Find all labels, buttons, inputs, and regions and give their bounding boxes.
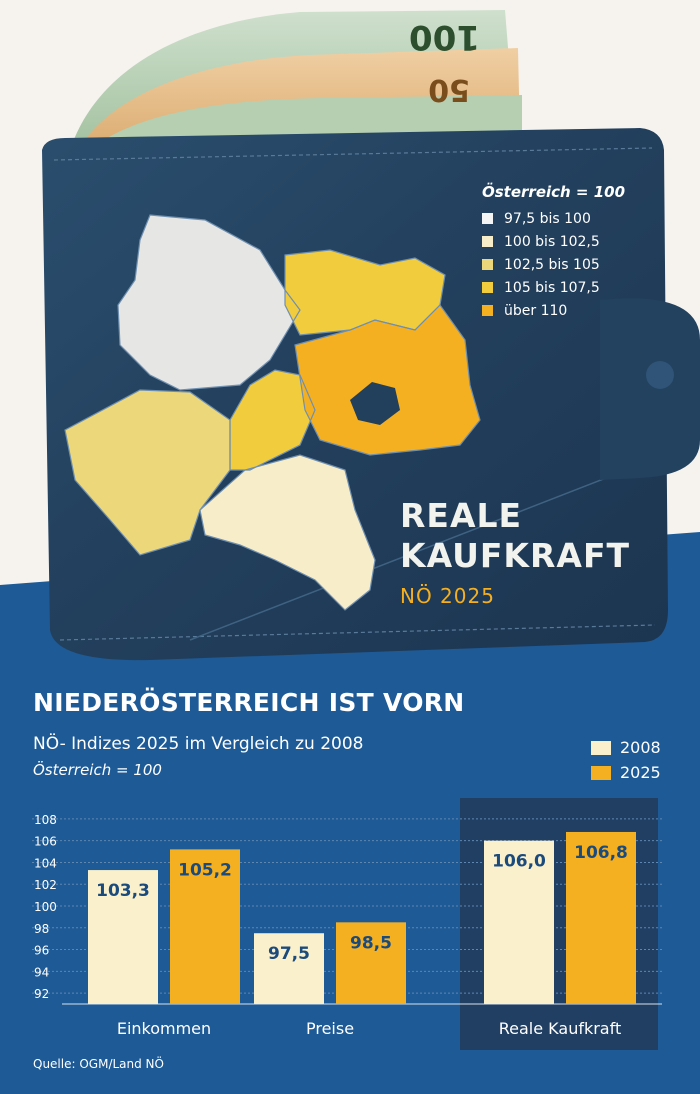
- map-region-mostviertel: [65, 390, 230, 555]
- legend-swatch: [482, 282, 493, 293]
- y-tick-label: 96: [34, 944, 49, 958]
- legend-swatch: [482, 305, 493, 316]
- bar-2025: [566, 831, 636, 1004]
- legend-label: 105 bis 107,5: [504, 279, 600, 296]
- legend-swatch: [482, 236, 493, 247]
- map-region-waldviertel: [118, 215, 300, 390]
- map-legend-title: Österreich = 100: [482, 183, 626, 201]
- bar-2008: [88, 870, 158, 1004]
- bar-2025: [170, 849, 240, 1004]
- map-region-weinviertel: [285, 250, 445, 335]
- chart-subtitle: NÖ- Indizes 2025 im Vergleich zu 2008: [33, 734, 364, 754]
- bar-value-label: 97,5: [268, 944, 310, 964]
- map-region-central: [230, 370, 315, 470]
- legend-label: über 110: [504, 302, 568, 319]
- bar-2008: [254, 933, 324, 1004]
- map-region-vienna: [350, 382, 400, 425]
- wallet-headline-year: NÖ 2025: [400, 584, 495, 608]
- chart-title: NIEDERÖSTERREICH IST VORN: [33, 688, 465, 717]
- legend-label-2025: 2025: [620, 763, 661, 782]
- y-tick-label: 100: [34, 900, 57, 914]
- source-note: Quelle: OGM/Land NÖ: [33, 1057, 164, 1071]
- chart-legend-item-2008: 2008: [591, 735, 661, 760]
- banknote-50-text: 50: [428, 72, 470, 107]
- banknote-100-text: 100: [409, 17, 480, 57]
- x-category-label: Reale Kaufkraft: [499, 1019, 621, 1038]
- legend-label: 97,5 bis 100: [504, 210, 591, 227]
- y-tick-label: 106: [34, 835, 57, 849]
- x-category-label: Einkommen: [117, 1019, 211, 1038]
- wallet-headline-line2: KAUFKRAFT: [400, 536, 631, 575]
- x-category-label: Preise: [306, 1019, 354, 1038]
- map-legend-item: über 110: [482, 299, 625, 322]
- legend-label: 102,5 bis 105: [504, 256, 600, 273]
- legend-label-2008: 2008: [620, 738, 661, 757]
- chart-legend: 2008 2025: [591, 735, 661, 785]
- map-region-vienna-surroundings: [295, 305, 480, 455]
- legend-swatch-2008: [591, 740, 611, 755]
- bar-value-label: 98,5: [350, 933, 392, 953]
- y-tick-label: 102: [34, 878, 57, 892]
- map-legend-item: 102,5 bis 105: [482, 253, 625, 276]
- map-legend-item: 100 bis 102,5: [482, 230, 625, 253]
- y-tick-label: 108: [34, 813, 57, 827]
- y-tick-label: 98: [34, 922, 49, 936]
- bar-value-label: 103,3: [96, 881, 150, 901]
- legend-swatch-2025: [591, 765, 611, 780]
- wallet-headline-line1: REALE: [400, 496, 523, 535]
- bar-value-label: 105,2: [178, 860, 232, 880]
- map-legend: Österreich = 100 97,5 bis 100 100 bis 10…: [482, 183, 625, 322]
- wallet-illustration: 100 50: [42, 10, 700, 661]
- chart-legend-item-2025: 2025: [591, 760, 661, 785]
- map-legend-item: 105 bis 107,5: [482, 276, 625, 299]
- legend-swatch: [482, 213, 493, 224]
- y-tick-label: 94: [34, 965, 49, 979]
- y-tick-label: 104: [34, 856, 57, 870]
- chart-note: Österreich = 100: [33, 761, 162, 779]
- bar-value-label: 106,0: [492, 852, 546, 872]
- wallet-headline: REALE KAUFKRAFT NÖ 2025: [400, 496, 630, 608]
- y-tick-label: 92: [34, 987, 49, 1001]
- map-legend-item: 97,5 bis 100: [482, 207, 625, 230]
- bar-chart: 108 106 104 102 100 98 96 94 92 103,3 105,2 Einkomm…: [32, 798, 662, 1050]
- bar-value-label: 106,8: [574, 843, 628, 863]
- wallet-clasp: [600, 298, 700, 480]
- legend-label: 100 bis 102,5: [504, 233, 600, 250]
- legend-swatch: [482, 259, 493, 270]
- bar-2008: [484, 840, 554, 1004]
- map-region-industrieviertel: [200, 455, 375, 610]
- bar-2025: [336, 922, 406, 1004]
- noe-map: [64, 214, 481, 611]
